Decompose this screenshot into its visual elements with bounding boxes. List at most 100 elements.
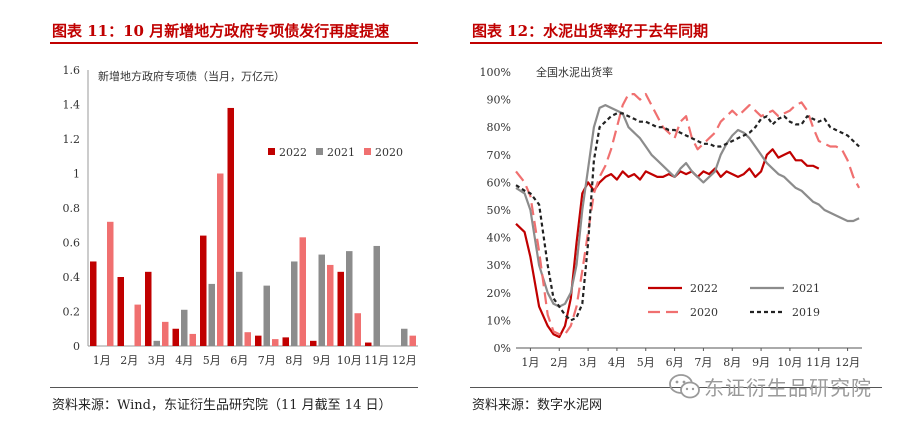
legend-label-2019: 2019 bbox=[792, 306, 820, 319]
y-tick-label: 1.6 bbox=[63, 64, 81, 77]
line-series-2022 bbox=[515, 148, 820, 339]
x-tick-label: 10月 bbox=[777, 356, 802, 369]
left-title-rule bbox=[50, 42, 418, 44]
bar-2020 bbox=[299, 237, 306, 346]
y-tick-label: 40% bbox=[487, 232, 511, 245]
y-tick-label: 30% bbox=[487, 259, 511, 272]
x-tick-label: 11月 bbox=[806, 356, 831, 369]
y-tick-label: 1.2 bbox=[63, 133, 81, 146]
y-tick-label: 0.4 bbox=[63, 271, 81, 284]
legend-swatch-2022 bbox=[268, 148, 275, 155]
y-tick-label: 1 bbox=[73, 168, 80, 181]
line-series-2020 bbox=[515, 92, 861, 336]
y-tick-label: 60% bbox=[487, 176, 511, 189]
line-series-2019 bbox=[515, 112, 860, 322]
y-tick-label: 0.6 bbox=[63, 237, 81, 250]
y-tick-label: 70% bbox=[487, 149, 511, 162]
bar-2021 bbox=[208, 283, 215, 346]
bar-2022 bbox=[255, 335, 262, 346]
wechat-icon bbox=[669, 374, 700, 399]
bar-2021 bbox=[401, 328, 408, 346]
y-tick-label: 0.2 bbox=[63, 306, 81, 319]
bar-2022 bbox=[282, 337, 289, 346]
bar-2020 bbox=[409, 335, 416, 346]
x-tick-label: 3月 bbox=[148, 354, 166, 367]
x-tick-label: 9月 bbox=[752, 356, 770, 369]
bar-2022 bbox=[145, 271, 152, 346]
x-tick-label: 7月 bbox=[694, 356, 712, 369]
x-tick-label: 6月 bbox=[666, 356, 684, 369]
bar-2022 bbox=[310, 340, 317, 346]
x-tick-label: 3月 bbox=[579, 356, 597, 369]
bar-chart-title: 新增地方政府专项债（当月，万亿元） bbox=[98, 69, 285, 83]
y-tick-label: 100% bbox=[480, 66, 511, 79]
watermark-text: 东证衍生品研究院 bbox=[704, 376, 872, 400]
bar-2022 bbox=[200, 235, 207, 346]
y-tick-label: 0% bbox=[494, 342, 511, 355]
bar-2021 bbox=[236, 271, 243, 346]
x-tick-label: 7月 bbox=[258, 354, 276, 367]
x-tick-label: 4月 bbox=[175, 354, 193, 367]
left-source-note: 资料来源：Wind，东证衍生品研究院（11 月截至 14 日） bbox=[52, 398, 392, 413]
legend-label-2021: 2021 bbox=[792, 282, 820, 295]
bar-chart: 0 0.2 0.4 0.6 0.8 1 1.2 1.4 1.6 1月 2月 3月 4月 5月 6月 7月 8月 9… bbox=[63, 64, 418, 367]
x-tick-label: 8月 bbox=[723, 356, 741, 369]
y-tick-label: 20% bbox=[487, 287, 511, 300]
right-title-rule bbox=[470, 42, 882, 44]
bar-2020 bbox=[272, 339, 279, 346]
bar-2021 bbox=[153, 340, 160, 346]
bar-2022 bbox=[227, 107, 234, 346]
legend-swatch-2021 bbox=[316, 148, 323, 155]
bar-2022 bbox=[337, 271, 344, 346]
bar-2020 bbox=[107, 221, 114, 346]
y-tick-label: 80% bbox=[487, 121, 511, 134]
x-tick-label: 10月 bbox=[337, 354, 362, 367]
line-chart: 0% 10% 20% 30% 40% 50% 60% 70% 80% 90% 100% 1月 2月 3月 4… bbox=[480, 65, 862, 369]
bar-2021 bbox=[346, 251, 353, 346]
right-source-rule bbox=[470, 387, 882, 388]
bar-2020 bbox=[244, 332, 251, 346]
bar-2022 bbox=[90, 261, 97, 346]
legend-label-2022: 2022 bbox=[690, 282, 718, 295]
y-tick-label: 0.8 bbox=[63, 202, 81, 215]
y-tick-label: 1.4 bbox=[63, 99, 81, 112]
line-series-2021 bbox=[515, 103, 860, 308]
bar-2020 bbox=[162, 321, 169, 346]
x-tick-label: 12月 bbox=[835, 356, 860, 369]
legend-label-2020: 2020 bbox=[375, 146, 403, 159]
bar-2020 bbox=[217, 173, 224, 346]
bar-2021 bbox=[291, 261, 298, 346]
bar-2021 bbox=[318, 254, 325, 346]
legend-label-2020: 2020 bbox=[690, 306, 718, 319]
right-source-note: 资料来源：数字水泥网 bbox=[472, 398, 603, 413]
x-tick-label: 1月 bbox=[521, 356, 539, 369]
x-tick-label: 12月 bbox=[392, 354, 417, 367]
bar-2022 bbox=[117, 277, 124, 346]
x-tick-label: 2月 bbox=[120, 354, 138, 367]
bar-2020 bbox=[327, 264, 334, 346]
right-panel-title: 图表 12：水泥出货率好于去年同期 bbox=[472, 22, 709, 40]
bar-2021 bbox=[181, 309, 188, 346]
x-tick-label: 5月 bbox=[637, 356, 655, 369]
x-tick-label: 1月 bbox=[93, 354, 111, 367]
y-tick-label: 50% bbox=[487, 204, 511, 217]
bar-2021 bbox=[373, 245, 380, 346]
left-source-rule bbox=[50, 387, 418, 388]
x-tick-label: 2月 bbox=[550, 356, 568, 369]
bar-2022 bbox=[172, 328, 179, 346]
line-chart-title: 全国水泥出货率 bbox=[536, 65, 613, 79]
x-tick-label: 6月 bbox=[230, 354, 248, 367]
bar-2020 bbox=[134, 304, 141, 346]
x-tick-label: 4月 bbox=[608, 356, 626, 369]
legend-swatch-2020 bbox=[364, 148, 371, 155]
bar-2020 bbox=[189, 333, 196, 346]
y-tick-label: 10% bbox=[487, 314, 511, 327]
legend-label-2021: 2021 bbox=[327, 146, 355, 159]
bar-2021 bbox=[263, 285, 270, 346]
x-tick-label: 5月 bbox=[203, 354, 221, 367]
legend-label-2022: 2022 bbox=[279, 146, 307, 159]
y-tick-label: 90% bbox=[487, 94, 511, 107]
y-tick-label: 0 bbox=[73, 340, 80, 353]
bar-2022 bbox=[365, 342, 372, 346]
